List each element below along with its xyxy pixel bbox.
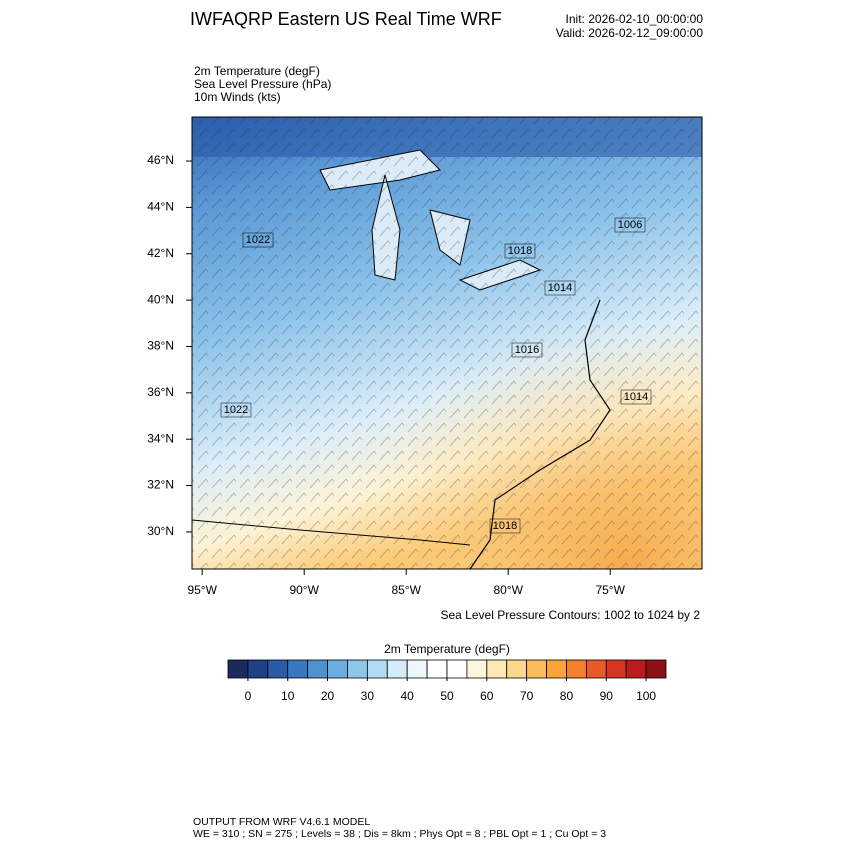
colorbar-box	[406, 659, 428, 679]
footer-line: OUTPUT FROM WRF V4.6.1 MODEL	[193, 816, 370, 828]
contour-label-box	[511, 342, 543, 358]
x-tick-label: 90°W	[289, 583, 319, 597]
contour-label: 1006	[618, 219, 642, 231]
colorbar-tick-label: 100	[636, 689, 656, 703]
colorbar-box	[386, 659, 408, 679]
colorbar-tick-label: 90	[600, 689, 614, 703]
y-tick-label: 30°N	[147, 524, 174, 538]
colorbar-box	[486, 659, 508, 679]
colorbar-box	[605, 659, 627, 679]
contour-label: 1018	[493, 520, 517, 532]
contour-label: 1014	[548, 282, 572, 294]
contour-label: 1016	[515, 344, 539, 356]
colorbar-box	[566, 659, 587, 679]
colorbar-box	[585, 659, 607, 679]
map-frame	[191, 116, 703, 570]
contour-label-box	[242, 232, 274, 248]
colorbar-tick-label: 60	[480, 689, 494, 703]
colorbar-tick-label: 30	[361, 689, 375, 703]
field-label: 2m Temperature (degF)	[194, 64, 320, 78]
contour-label-box	[620, 389, 652, 405]
colorbar-box	[546, 659, 567, 679]
colorbar-title: 2m Temperature (degF)	[384, 642, 510, 656]
colorbar-box	[645, 659, 667, 679]
colorbar-tick-label: 0	[245, 689, 252, 703]
init-time: Init: 2026-02-10_00:00:00	[566, 12, 704, 26]
x-tick-label: 80°W	[493, 583, 523, 597]
field-label: 10m Winds (kts)	[194, 90, 281, 104]
colorbar-box	[526, 659, 547, 679]
colorbar-box	[466, 659, 488, 679]
contour-label: 1022	[246, 234, 270, 246]
colorbar-box	[506, 659, 528, 679]
colorbar-box	[625, 659, 647, 679]
map-area	[191, 116, 703, 570]
y-tick-label: 34°N	[147, 431, 174, 445]
y-tick-label: 38°N	[147, 339, 174, 353]
y-tick-label: 32°N	[147, 478, 174, 492]
colorbar-box	[366, 659, 388, 679]
colorbar-box	[307, 659, 328, 679]
contour-label-box	[544, 280, 576, 296]
contour-label-box	[489, 518, 521, 534]
contour-label-box	[504, 243, 536, 259]
colorbar-box	[426, 659, 448, 679]
colorbar-tick-label: 70	[520, 689, 534, 703]
footer-line: WE = 310 ; SN = 275 ; Levels = 38 ; Dis …	[193, 828, 606, 840]
colorbar-box	[247, 659, 269, 679]
wind-barbs	[192, 117, 702, 569]
contour-label-box	[614, 217, 646, 233]
x-tick-label: 75°W	[595, 583, 625, 597]
x-tick-label: 85°W	[391, 583, 421, 597]
colorbar-box	[446, 659, 468, 679]
y-tick-label: 36°N	[147, 385, 174, 399]
y-tick-label: 46°N	[147, 153, 174, 167]
contour-note: Sea Level Pressure Contours: 1002 to 102…	[441, 608, 701, 622]
colorbar-tick-label: 10	[281, 689, 295, 703]
x-tick-label: 95°W	[187, 583, 217, 597]
y-tick-label: 44°N	[147, 200, 174, 214]
valid-time: Valid: 2026-02-12_09:00:00	[556, 26, 704, 40]
title: IWFAQRP Eastern US Real Time WRF	[190, 9, 502, 29]
colorbar-tick-label: 40	[401, 689, 415, 703]
colorbar-tick-label: 50	[440, 689, 454, 703]
contour-label: 1014	[624, 391, 648, 403]
colorbar-box	[347, 659, 368, 679]
contour-label-box	[220, 402, 252, 418]
colorbar-tick-label: 20	[321, 689, 335, 703]
y-tick-label: 42°N	[147, 246, 174, 260]
contour-label: 1022	[224, 404, 248, 416]
colorbar-box	[287, 659, 309, 679]
y-tick-label: 40°N	[147, 292, 174, 306]
contour-label: 1018	[508, 245, 532, 257]
field-label: Sea Level Pressure (hPa)	[194, 77, 331, 91]
colorbar-box	[267, 659, 289, 679]
colorbar-tick-label: 80	[560, 689, 574, 703]
colorbar-box	[327, 659, 348, 679]
colorbar-box	[227, 659, 249, 679]
